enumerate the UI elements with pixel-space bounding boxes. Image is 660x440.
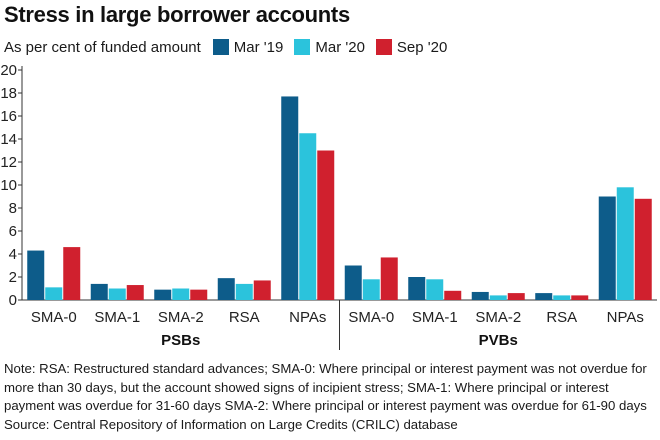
bar-psbs-sma-2-2 <box>190 289 208 300</box>
y-tick-label-2: 2 <box>9 269 17 286</box>
y-tick-label-4: 4 <box>9 246 17 263</box>
category-label-psbs-sma-0: SMA-0 <box>31 309 77 326</box>
group-label-pvbs: PVBs <box>479 332 518 349</box>
category-label-psbs-npas: NPAs <box>289 309 326 326</box>
y-tick-label-16: 16 <box>0 108 17 125</box>
y-tick-label-6: 6 <box>9 223 17 240</box>
y-tick-label-12: 12 <box>0 154 17 171</box>
bar-pvbs-npas-2 <box>634 198 652 300</box>
bar-psbs-npas-1 <box>299 133 317 300</box>
note-text: Note: RSA: Restructured standard advance… <box>4 361 647 413</box>
bar-psbs-rsa-0 <box>217 278 235 300</box>
bar-pvbs-sma-1-1 <box>426 279 444 300</box>
y-tick-label-10: 10 <box>0 177 17 194</box>
bar-psbs-npas-2 <box>317 150 335 300</box>
category-label-psbs-sma-2: SMA-2 <box>158 309 204 326</box>
category-label-pvbs-sma-0: SMA-0 <box>348 309 394 326</box>
legend-item-mar-19: Mar '19 <box>212 38 284 56</box>
legend-swatch-sep-20 <box>375 39 392 55</box>
legend-label-sep-20: Sep '20 <box>396 38 448 56</box>
category-label-psbs-rsa: RSA <box>229 309 260 326</box>
bar-psbs-rsa-2 <box>253 280 271 300</box>
category-label-pvbs-sma-2: SMA-2 <box>475 309 521 326</box>
chart-subtitle: As per cent of funded amount <box>4 38 201 56</box>
source-text: Source: Central Repository of Informatio… <box>4 416 458 432</box>
bar-pvbs-sma-0-2 <box>380 257 398 300</box>
y-tick-label-20: 20 <box>0 62 17 79</box>
category-label-psbs-sma-1: SMA-1 <box>94 309 140 326</box>
bar-psbs-sma-2-1 <box>172 288 190 300</box>
bar-pvbs-sma-2-0 <box>471 291 489 300</box>
subtitle-row: As per cent of funded amount Mar '19 Mar… <box>4 36 458 58</box>
legend-swatch-mar-19 <box>212 39 229 55</box>
bar-pvbs-sma-0-0 <box>344 265 362 300</box>
legend-label-mar-20: Mar '20 <box>315 38 365 56</box>
bar-pvbs-rsa-1 <box>553 295 571 300</box>
bar-chart: 0 2 4 6 8 10 12 14 16 18 20 SMA-0 SMA-1 SMA-2 RSA NPAs P… <box>0 62 657 350</box>
bar-pvbs-npas-1 <box>616 187 634 300</box>
bar-pvbs-sma-1-0 <box>408 277 426 300</box>
bar-pvbs-sma-2-1 <box>489 295 507 300</box>
group-label-psbs: PSBs <box>161 332 200 349</box>
bar-pvbs-npas-0 <box>598 196 616 300</box>
bar-pvbs-sma-0-1 <box>362 279 380 300</box>
bar-psbs-rsa-1 <box>235 283 253 300</box>
bar-psbs-sma-1-2 <box>126 285 144 300</box>
y-tick-label-14: 14 <box>0 131 17 148</box>
bar-psbs-npas-0 <box>281 96 299 300</box>
legend-item-sep-20: Sep '20 <box>375 38 448 56</box>
bar-pvbs-rsa-0 <box>535 293 553 300</box>
bar-pvbs-sma-1-2 <box>444 290 462 300</box>
bar-psbs-sma-1-1 <box>108 288 126 300</box>
bar-pvbs-rsa-2 <box>571 295 589 300</box>
y-tick-label-8: 8 <box>9 200 17 217</box>
legend-label-mar-19: Mar '19 <box>233 38 284 56</box>
legend-item-mar-20: Mar '20 <box>294 39 365 56</box>
bar-pvbs-sma-2-2 <box>507 293 525 300</box>
bar-psbs-sma-0-2 <box>63 247 81 300</box>
category-label-pvbs-rsa: RSA <box>546 309 577 326</box>
notes: Note: RSA: Restructured standard advance… <box>4 360 656 434</box>
legend-swatch-mar-20 <box>294 39 311 55</box>
category-label-pvbs-sma-1: SMA-1 <box>412 309 458 326</box>
y-tick-label-0: 0 <box>9 292 17 309</box>
y-tick-label-18: 18 <box>0 85 17 102</box>
chart-title: Stress in large borrower accounts <box>4 2 350 27</box>
bar-psbs-sma-1-0 <box>90 283 108 300</box>
category-label-pvbs-npas: NPAs <box>607 309 644 326</box>
bar-psbs-sma-0-1 <box>45 287 63 300</box>
bar-psbs-sma-0-0 <box>27 250 45 300</box>
bar-psbs-sma-2-0 <box>154 289 172 300</box>
legend: Mar '19 Mar '20 Sep '20 <box>212 38 459 56</box>
